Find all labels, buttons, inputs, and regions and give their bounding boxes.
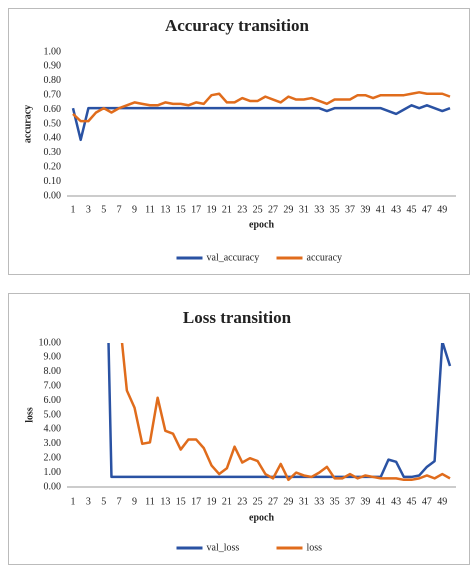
y-tick-label: 5.00 (44, 409, 62, 420)
y-tick-label: 1.00 (44, 46, 62, 57)
x-tick-label: 13 (160, 496, 170, 507)
x-tick-label: 1 (71, 496, 76, 507)
x-tick-label: 29 (283, 204, 293, 215)
y-tick-label: 4.00 (44, 424, 62, 435)
x-tick-label: 17 (191, 204, 201, 215)
y-tick-label: 0.30 (44, 147, 62, 158)
x-tick-label: 9 (132, 496, 137, 507)
x-tick-label: 27 (268, 204, 278, 215)
x-tick-label: 25 (253, 204, 263, 215)
series-line (107, 343, 452, 479)
y-tick-label: 0.10 (44, 176, 62, 187)
x-tick-label: 27 (268, 496, 278, 507)
x-tick-label: 31 (299, 204, 309, 215)
chart-title: Accuracy transition (165, 16, 310, 35)
x-tick-label: 7 (117, 204, 122, 215)
x-tick-label: 11 (145, 496, 155, 507)
y-tick-label: 0.50 (44, 118, 62, 129)
x-tick-label: 39 (360, 496, 370, 507)
x-tick-label: 39 (360, 204, 370, 215)
x-tick-label: 21 (222, 496, 232, 507)
x-tick-label: 41 (376, 204, 386, 215)
y-tick-label: 1.00 (44, 467, 62, 478)
x-tick-label: 21 (222, 204, 232, 215)
x-tick-label: 9 (132, 204, 137, 215)
y-axis-label: loss (24, 407, 35, 423)
y-tick-label: 0.40 (44, 133, 62, 144)
x-axis-label: epoch (249, 512, 274, 523)
x-tick-label: 31 (299, 496, 309, 507)
x-tick-label: 19 (206, 204, 216, 215)
x-tick-label: 17 (191, 496, 201, 507)
chart-frame (8, 8, 470, 275)
legend-label: accuracy (307, 252, 343, 263)
y-tick-label: 0.00 (44, 190, 62, 201)
x-tick-label: 47 (422, 496, 432, 507)
x-tick-label: 15 (176, 204, 186, 215)
x-tick-label: 15 (176, 496, 186, 507)
x-tick-label: 33 (314, 496, 324, 507)
x-tick-label: 13 (160, 204, 170, 215)
x-tick-label: 23 (237, 496, 247, 507)
series-line (120, 343, 451, 482)
x-tick-label: 23 (237, 204, 247, 215)
y-tick-label: 0.60 (44, 104, 62, 115)
x-tick-label: 33 (314, 204, 324, 215)
x-tick-label: 45 (407, 496, 417, 507)
x-tick-label: 35 (330, 204, 340, 215)
x-tick-label: 5 (101, 496, 106, 507)
x-tick-label: 35 (330, 496, 340, 507)
x-tick-label: 49 (437, 496, 447, 507)
x-tick-label: 11 (145, 204, 155, 215)
series-line (72, 91, 451, 123)
x-tick-label: 43 (391, 496, 401, 507)
x-tick-label: 45 (407, 204, 417, 215)
y-axis-label: accuracy (22, 105, 33, 143)
x-tick-label: 5 (101, 204, 106, 215)
y-tick-label: 7.00 (44, 380, 62, 391)
x-tick-label: 37 (345, 204, 355, 215)
x-tick-label: 47 (422, 204, 432, 215)
x-tick-label: 29 (283, 496, 293, 507)
y-tick-label: 3.00 (44, 438, 62, 449)
x-tick-label: 1 (71, 204, 76, 215)
y-tick-label: 6.00 (44, 395, 62, 406)
chart-title: Loss transition (183, 308, 292, 327)
x-tick-label: 3 (86, 204, 91, 215)
x-tick-label: 37 (345, 496, 355, 507)
x-tick-label: 3 (86, 496, 91, 507)
legend-label: val_accuracy (207, 252, 260, 263)
y-tick-label: 0.00 (44, 481, 62, 492)
x-tick-label: 49 (437, 204, 447, 215)
chart-frame (8, 293, 470, 565)
y-tick-label: 9.00 (44, 352, 62, 363)
y-tick-label: 2.00 (44, 452, 62, 463)
x-tick-label: 25 (253, 496, 263, 507)
series-line (71, 104, 451, 142)
y-tick-label: 8.00 (44, 366, 62, 377)
legend-label: loss (307, 542, 323, 553)
x-axis-label: epoch (249, 219, 274, 230)
x-tick-label: 7 (117, 496, 122, 507)
y-tick-label: 0.90 (44, 61, 62, 72)
y-tick-label: 0.20 (44, 161, 62, 172)
y-tick-label: 0.70 (44, 89, 62, 100)
y-tick-label: 0.80 (44, 75, 62, 86)
y-tick-label: 10.00 (39, 337, 62, 348)
x-tick-label: 43 (391, 204, 401, 215)
x-tick-label: 19 (206, 496, 216, 507)
legend-label: val_loss (207, 542, 240, 553)
x-tick-label: 41 (376, 496, 386, 507)
